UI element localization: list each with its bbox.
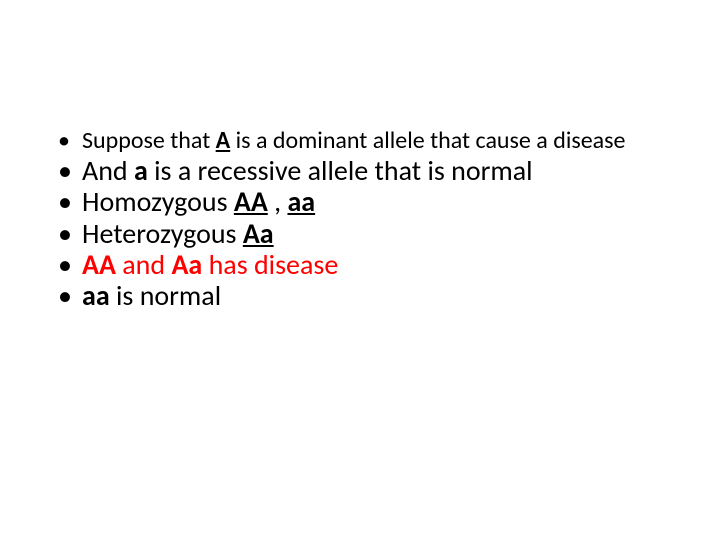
text-run: and [116, 247, 172, 282]
text-run: And [82, 153, 134, 188]
bullet-item-1: And a is a recessive allele that is norm… [52, 155, 680, 186]
text-run: a [134, 153, 148, 188]
slide: Suppose that A is a dominant allele that… [0, 0, 720, 540]
text-run: , [268, 184, 288, 219]
text-run: is normal [110, 278, 221, 313]
text-run: AA [82, 247, 116, 282]
text-run: Heterozygous [82, 216, 243, 251]
bullet-item-4: AA and Aa has disease [52, 249, 680, 280]
text-run: has disease [202, 247, 338, 282]
text-run: Aa [243, 216, 274, 251]
text-run: is a dominant allele that cause a diseas… [230, 126, 625, 155]
text-run: Aa [171, 247, 202, 282]
text-run: aa [82, 278, 110, 313]
bullet-item-2: Homozygous AA , aa [52, 186, 680, 217]
bullet-item-0: Suppose that A is a dominant allele that… [52, 128, 680, 155]
text-run: is a recessive allele that is normal [148, 153, 533, 188]
text-run: aa [287, 184, 315, 219]
text-run: A [216, 126, 231, 155]
text-run: AA [234, 184, 268, 219]
bullet-item-5: aa is normal [52, 280, 680, 311]
text-run: Homozygous [82, 184, 234, 219]
text-run: Suppose that [82, 126, 216, 155]
bullet-list: Suppose that A is a dominant allele that… [52, 128, 680, 312]
bullet-item-3: Heterozygous Aa [52, 218, 680, 249]
